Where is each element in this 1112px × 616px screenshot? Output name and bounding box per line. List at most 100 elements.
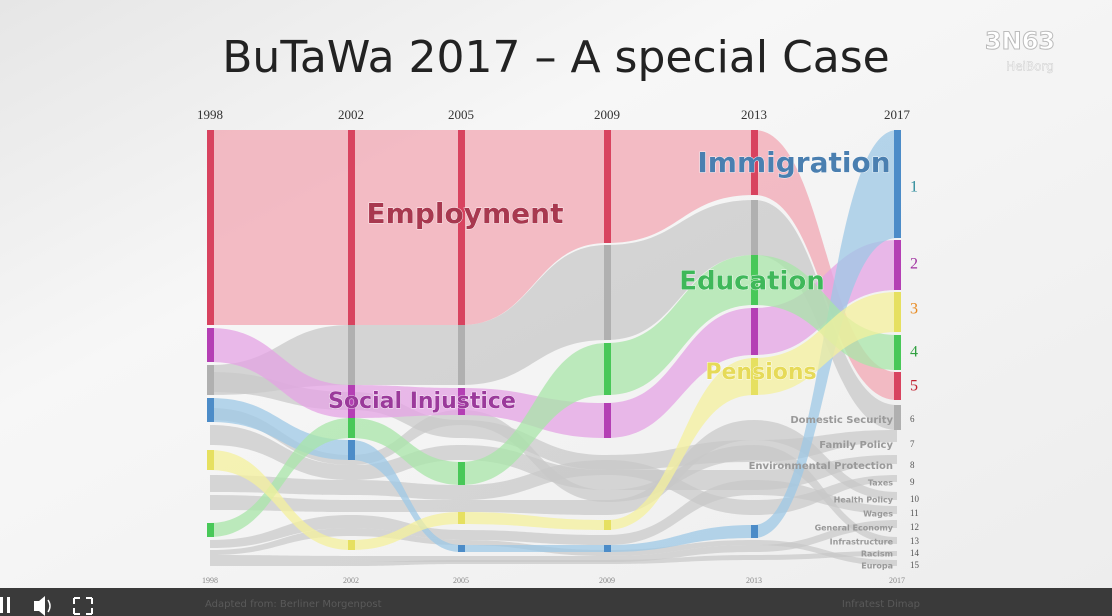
rank-bar (348, 325, 355, 385)
topic-label: Domestic Security (790, 415, 893, 426)
pause-button[interactable] (0, 597, 10, 613)
rank-number: 14 (910, 548, 920, 558)
rank-bar (348, 440, 355, 460)
rank-bar (751, 255, 758, 305)
topic-label: Taxes (868, 479, 893, 488)
rank-bar (348, 385, 355, 418)
rank-bar (207, 130, 214, 325)
rank-bar (458, 130, 465, 325)
rank-number: 11 (910, 508, 919, 518)
flow-band (210, 551, 897, 566)
speaker-wave[interactable] (47, 599, 51, 613)
rank-bar (604, 520, 611, 530)
year-label: 2005 (448, 107, 474, 122)
rank-number: 13 (910, 536, 920, 546)
source-right: Infratest Dimap (842, 599, 920, 610)
rank-bar (751, 130, 758, 195)
rank-bar (207, 523, 214, 537)
rank-bar (207, 328, 214, 362)
rank-number: 2 (910, 256, 918, 273)
slide-title: BuTaWa 2017 – A special Case (222, 32, 890, 83)
topic-label: Wages (863, 510, 893, 519)
flow-band (210, 408, 897, 544)
flow-band (210, 425, 897, 490)
year-label: 2009 (599, 576, 615, 585)
rank-bar (348, 540, 355, 550)
rank-bar (207, 450, 214, 470)
rank-bar (604, 130, 611, 243)
rank-number: 12 (910, 522, 919, 532)
flow-band (210, 520, 897, 562)
rank-bar (604, 545, 611, 552)
highlight-label: Education (679, 267, 825, 297)
rank-bar (894, 240, 901, 290)
year-label: 2002 (343, 576, 359, 585)
rank-number: 3 (910, 301, 918, 318)
rank-bar (894, 292, 901, 332)
fullscreen-button[interactable] (73, 597, 93, 615)
year-label: 2017 (884, 107, 911, 122)
rank-bar (894, 335, 901, 370)
rank-bar (458, 545, 465, 552)
rank-number: 15 (910, 560, 920, 570)
topic-label: Racism (861, 550, 893, 559)
rank-bar (348, 418, 355, 438)
topic-label: Health Policy (834, 496, 894, 505)
flow-band (210, 480, 897, 548)
rank-bar (751, 358, 758, 395)
pause-bar[interactable] (7, 597, 10, 613)
year-label: 2013 (741, 107, 767, 122)
logo-text: HeiBorg (1006, 60, 1054, 74)
rank-bar (207, 365, 214, 395)
rank-number: 1 (910, 179, 918, 196)
rank-bar (894, 405, 901, 430)
volume-button[interactable] (34, 596, 51, 616)
rank-bar (604, 343, 611, 395)
flow-band (210, 240, 897, 438)
year-label: 2013 (746, 576, 762, 585)
year-label: 2002 (338, 107, 364, 122)
flow-band (210, 460, 897, 515)
rank-bar (458, 388, 465, 415)
player-controls (0, 588, 1112, 616)
highlight-label: Pensions (705, 360, 816, 385)
flow-band (210, 420, 897, 515)
rank-number: 5 (910, 378, 918, 395)
rank-number: 10 (910, 494, 920, 504)
topic-label: General Economy (815, 524, 894, 533)
flow-chart (207, 130, 901, 566)
year-label: 1998 (197, 107, 223, 122)
rank-bar (604, 403, 611, 438)
rank-bar (458, 462, 465, 485)
rank-bar (894, 130, 901, 238)
rank-bar (207, 398, 214, 422)
year-label: 1998 (202, 576, 218, 585)
rank-bar (751, 308, 758, 355)
flow-band (210, 255, 897, 537)
labels: 1998 1998 2002 2002 2005 2005 2009 2009 2013 2013… (197, 107, 920, 585)
rank-bar (604, 245, 611, 340)
topic-label: Infrastructure (830, 538, 894, 547)
source-left: Adapted from: Berliner Morgenpost (205, 599, 382, 610)
rank-bar (894, 372, 901, 400)
pause-bar[interactable] (0, 597, 3, 613)
rank-number: 6 (910, 414, 915, 424)
topic-label: Europa (861, 562, 893, 571)
flow-band (210, 200, 897, 430)
rank-number: 9 (910, 477, 915, 487)
rank-bar (458, 512, 465, 524)
highlight-label: Immigration (697, 146, 890, 179)
highlight-label: Employment (367, 197, 564, 230)
year-label: 2009 (594, 107, 620, 122)
year-label: 2005 (453, 576, 469, 585)
year-label: 2017 (889, 576, 905, 585)
highlight-label: Social Injustice (328, 389, 516, 414)
speaker-icon[interactable] (34, 596, 45, 616)
rank-number: 8 (910, 460, 915, 470)
topic-label: Family Policy (819, 440, 893, 451)
fullscreen-icon[interactable] (73, 597, 93, 615)
rank-bar (751, 200, 758, 255)
rank-number: 4 (910, 344, 918, 361)
